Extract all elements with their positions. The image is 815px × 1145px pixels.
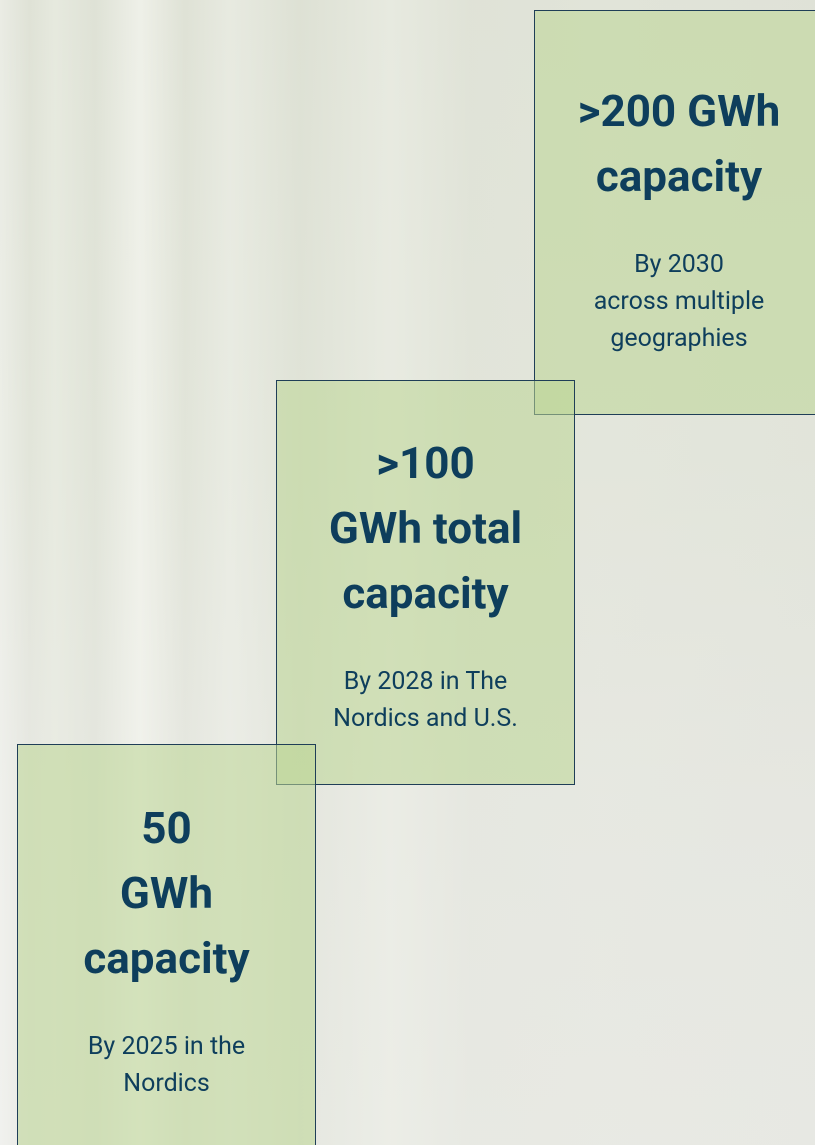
title-line: 50 (18, 796, 315, 861)
title-line: >100 (277, 431, 574, 496)
description-line: across multiple (535, 283, 815, 320)
page: >200 GWhcapacityBy 2030across multiplege… (0, 0, 815, 1145)
description-line: By 2030 (535, 246, 815, 283)
description-line: By 2025 in the (18, 1028, 315, 1065)
title-line: >200 GWh (535, 79, 815, 144)
description-line: By 2028 in The (277, 663, 574, 700)
description-line: Nordics and U.S. (277, 700, 574, 737)
title-line: capacity (535, 144, 815, 209)
description-line: Nordics (18, 1065, 315, 1102)
title-line: GWh total (277, 496, 574, 561)
description-line: geographies (535, 320, 815, 357)
title-line: capacity (277, 561, 574, 626)
title-line: GWh (18, 861, 315, 926)
title-line: capacity (18, 926, 315, 991)
